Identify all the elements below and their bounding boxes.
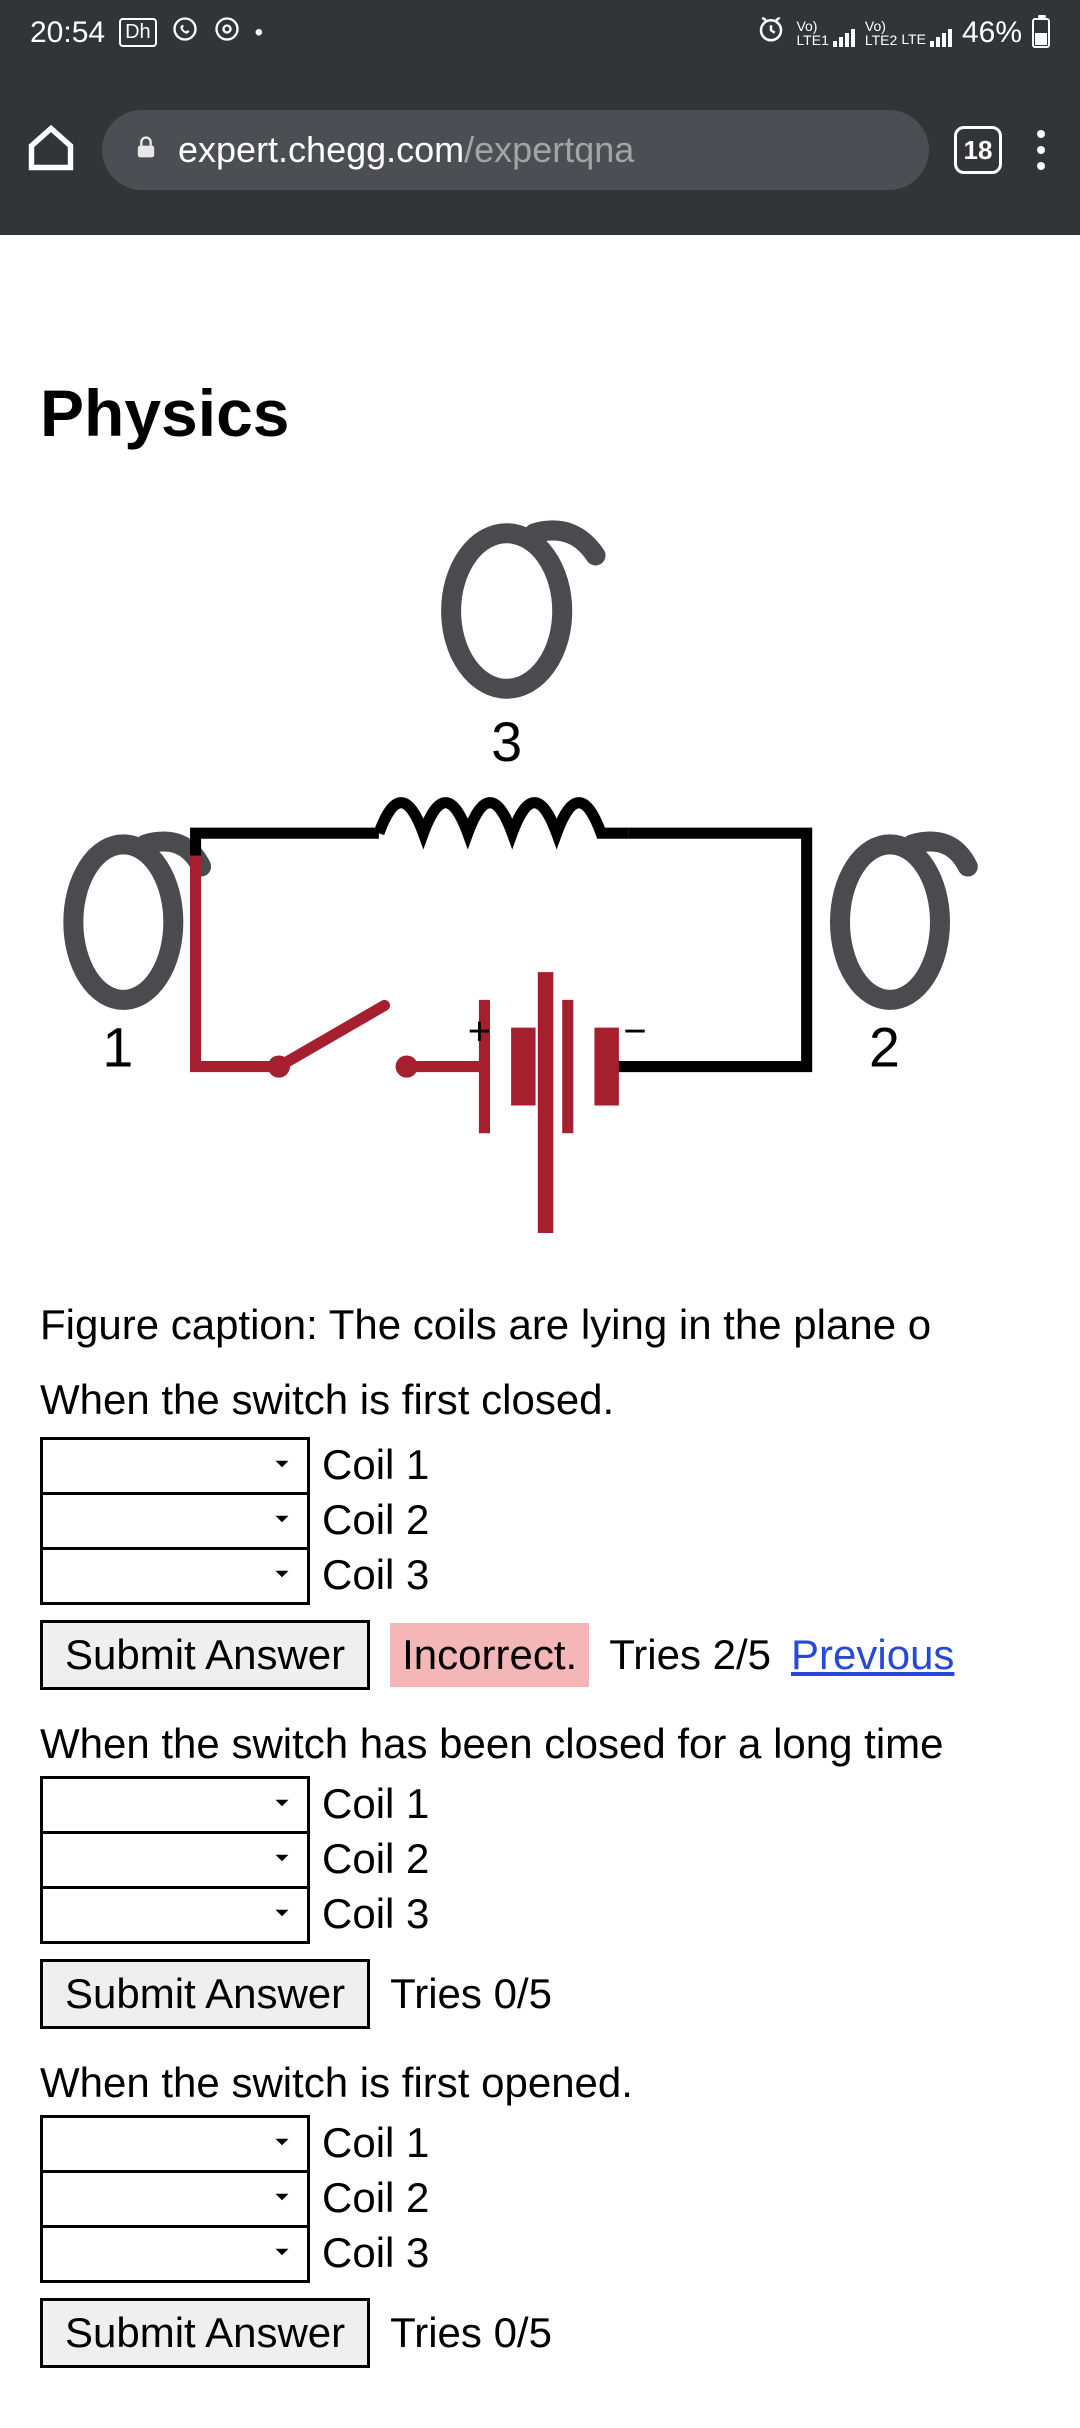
q3-submit-button[interactable]: Submit Answer	[40, 2298, 370, 2368]
chevron-down-icon	[269, 1451, 295, 1482]
q1-coil3-label: Coil 3	[322, 1551, 429, 1599]
q2-coil2-select[interactable]	[40, 1831, 310, 1889]
q2-submit-button[interactable]: Submit Answer	[40, 1959, 370, 2029]
menu-icon[interactable]	[1027, 130, 1055, 170]
q1-submit-button[interactable]: Submit Answer	[40, 1620, 370, 1690]
coil-2-label: 2	[869, 1017, 900, 1079]
figure-caption-line1: Figure caption: The coils are lying in t…	[40, 1298, 1040, 1353]
alarm-icon	[756, 14, 786, 51]
app-icon-dh: Dh	[119, 18, 157, 47]
q3-coil1-select[interactable]	[40, 2115, 310, 2173]
q3-coil2-label: Coil 2	[322, 2174, 429, 2222]
q2-tries: Tries 0/5	[390, 1970, 552, 2018]
q3-coil2-select[interactable]	[40, 2170, 310, 2228]
status-time: 20:54	[30, 16, 105, 50]
chevron-down-icon	[269, 2184, 295, 2215]
lock-icon	[132, 129, 160, 171]
svg-text:−: −	[623, 1009, 646, 1053]
battery-icon	[1032, 18, 1050, 48]
q1-previous-link[interactable]: Previous	[791, 1631, 954, 1679]
coil-1-label: 1	[102, 1017, 133, 1079]
q2-coil2-label: Coil 2	[322, 1835, 429, 1883]
url-path: /expertqna	[464, 129, 634, 170]
q1-coil1-select[interactable]	[40, 1437, 310, 1495]
chevron-down-icon	[269, 1845, 295, 1876]
chevron-down-icon	[269, 1506, 295, 1537]
q1-coil2-label: Coil 2	[322, 1496, 429, 1544]
question-3: Coil 1 Coil 2 Coil 3 Submit Answer Tries…	[40, 2115, 1040, 2368]
q1-coil2-select[interactable]	[40, 1492, 310, 1550]
signal-lte2: Vo)LTE2 LTE	[865, 19, 952, 47]
q1-status: Incorrect.	[390, 1623, 589, 1687]
coil-3-label: 3	[491, 711, 522, 773]
q1-tries: Tries 2/5	[609, 1631, 771, 1679]
dot-icon: •	[255, 19, 263, 47]
q2-coil1-select[interactable]	[40, 1776, 310, 1834]
chevron-down-icon	[269, 1790, 295, 1821]
q3-tries: Tries 0/5	[390, 2309, 552, 2357]
chevron-down-icon	[269, 2129, 295, 2160]
android-status-bar: 20:54 Dh • Vo)LTE1 Vo)LTE2 LTE 46%	[0, 0, 1080, 65]
q2-coil3-label: Coil 3	[322, 1890, 429, 1938]
chevron-down-icon	[269, 1900, 295, 1931]
signal-lte1: Vo)LTE1	[796, 19, 854, 47]
chevron-down-icon	[269, 1561, 295, 1592]
q3-coil3-select[interactable]	[40, 2225, 310, 2283]
page-content: Physics 3 1 2 + − Figure cap	[0, 235, 1080, 2428]
q1-coil3-select[interactable]	[40, 1547, 310, 1605]
q2-prompt: When the switch has been closed for a lo…	[40, 1720, 1040, 1768]
battery-percent: 46%	[962, 16, 1022, 50]
q3-coil1-label: Coil 1	[322, 2119, 429, 2167]
whatsapp-icon	[171, 15, 199, 50]
q2-coil1-label: Coil 1	[322, 1780, 429, 1828]
url-domain: expert.chegg.com	[178, 129, 464, 170]
q3-prompt: When the switch is first opened.	[40, 2059, 1040, 2107]
q1-coil1-label: Coil 1	[322, 1441, 429, 1489]
question-2: Coil 1 Coil 2 Coil 3 Submit Answer Tries…	[40, 1776, 1040, 2029]
browser-toolbar: expert.chegg.com/expertqna 18	[0, 65, 1080, 235]
home-icon[interactable]	[25, 122, 77, 179]
address-bar[interactable]: expert.chegg.com/expertqna	[102, 110, 929, 190]
tab-count[interactable]: 18	[954, 126, 1002, 174]
q2-coil3-select[interactable]	[40, 1886, 310, 1944]
chevron-down-icon	[269, 2239, 295, 2270]
svg-text:+: +	[468, 1009, 491, 1053]
q3-coil3-label: Coil 3	[322, 2229, 429, 2277]
page-title: Physics	[40, 375, 1040, 451]
circuit-diagram: 3 1 2 + −	[40, 511, 1040, 1233]
chrome-icon	[213, 15, 241, 50]
question-1: Coil 1 Coil 2 Coil 3 Submit Answer Incor…	[40, 1437, 1040, 1690]
figure-caption-line2: When the switch is first closed.	[40, 1373, 1040, 1428]
